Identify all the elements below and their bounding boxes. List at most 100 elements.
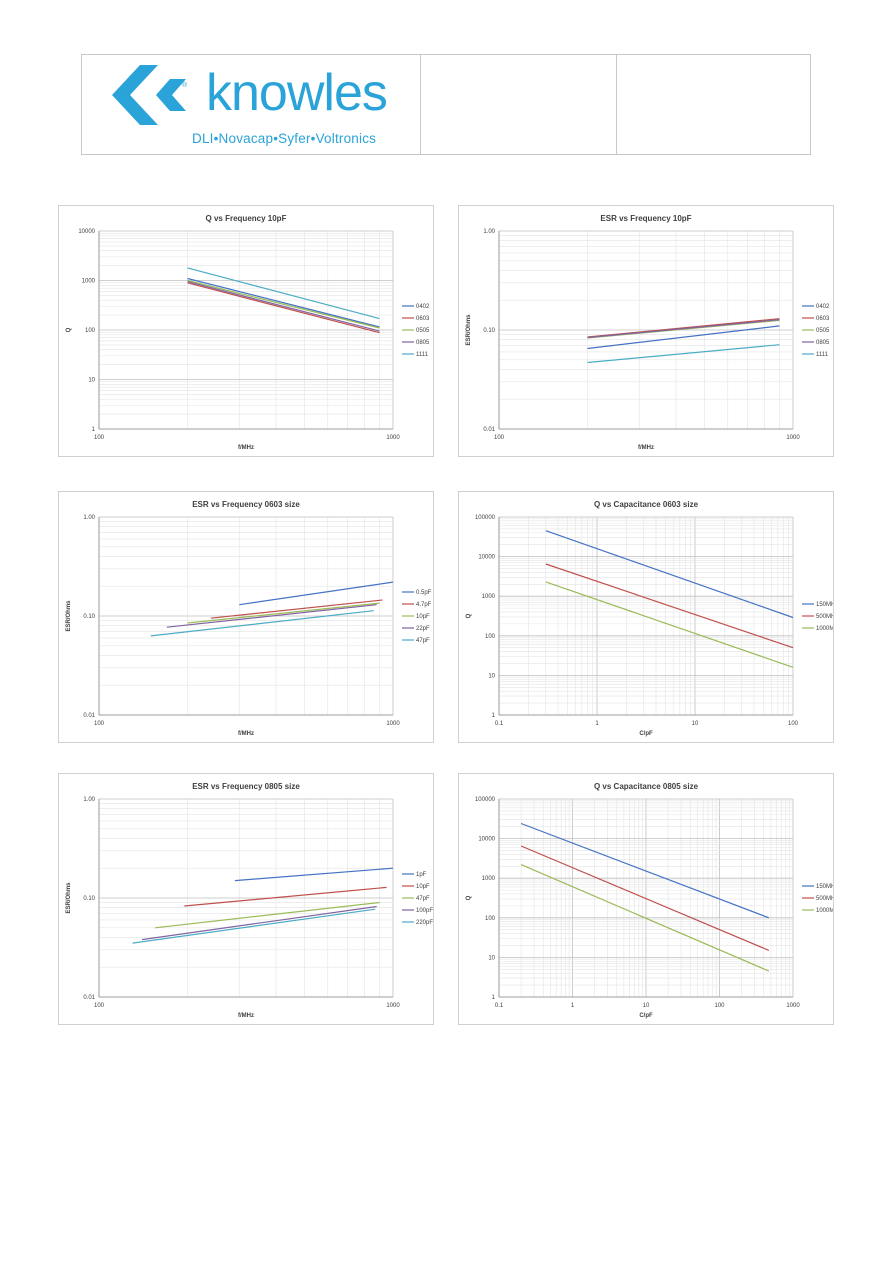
legend-label: 500MHz	[816, 896, 833, 902]
registered-mark: ®	[182, 82, 188, 89]
chart-title: Q vs Capacitance 0805 size	[594, 782, 699, 791]
chart-title: ESR vs Frequency 10pF	[600, 214, 691, 223]
y-tick-label: 1000	[482, 876, 496, 882]
y-axis-label: ESR/Ohms	[466, 314, 472, 346]
series-line-10pf	[187, 602, 380, 624]
y-tick-label: 1	[492, 995, 496, 1001]
series-line-47pf	[150, 610, 374, 637]
series-line-0-5pf	[239, 581, 394, 606]
brand-tagline: DLI•Novacap•Syfer•Voltronics	[192, 131, 377, 146]
legend-label: 0402	[816, 304, 830, 310]
legend-label: 1000MHz	[816, 626, 833, 632]
y-tick-label: 100	[485, 916, 496, 922]
series-line-0402	[187, 277, 380, 328]
x-tick-label: 1000	[386, 435, 400, 441]
legend-label: 47pF	[416, 896, 430, 902]
legend-label: 22pF	[416, 626, 430, 632]
chart-esr-vs-frequency-0603: ESR vs Frequency 0603 size 100 1000 0.01 0.1…	[58, 491, 434, 743]
legend-label: 0603	[416, 316, 430, 322]
chart-svg: Q vs Frequency 10pF 100 1000 1 10 100 1000 1000…	[66, 214, 430, 451]
y-axis-label: ESR/Ohms	[66, 600, 72, 632]
x-tick-label: 1000	[386, 1003, 400, 1009]
header-empty-cell	[617, 55, 810, 154]
series-line-0402	[587, 325, 780, 350]
x-tick-label: 0.1	[495, 1003, 504, 1009]
x-axis-label: f/MHz	[638, 445, 654, 451]
chart-svg: ESR vs Frequency 0603 size 100 1000 0.01 0.1…	[66, 500, 432, 737]
legend-label: 10pF	[416, 884, 430, 890]
knowles-logo-icon	[112, 65, 186, 125]
series-line-100pf	[141, 905, 377, 941]
logo-cell: ® knowles DLI•Novacap•Syfer•Voltronics	[82, 55, 421, 154]
x-tick-label: 0.1	[495, 721, 504, 727]
series-line-150mhz	[520, 822, 770, 919]
chart-title: ESR vs Frequency 0805 size	[192, 782, 300, 791]
y-tick-label: 10000	[478, 837, 495, 843]
legend-label: 1000MHz	[816, 908, 833, 914]
y-tick-label: 0.10	[83, 896, 95, 902]
y-tick-label: 10	[88, 378, 95, 384]
y-tick-label: 0.01	[483, 427, 495, 433]
series-line-1pf	[234, 867, 394, 882]
series-line-150mhz	[545, 530, 794, 619]
legend-label: 1111	[416, 352, 429, 358]
x-axis-label: C/pF	[639, 1013, 653, 1019]
chart-title: Q vs Capacitance 0603 size	[594, 500, 699, 509]
chart-q-vs-capacitance-0603: Q vs Capacitance 0603 size 0.1 1 10 100 1 10 10…	[458, 491, 834, 743]
gridlines	[98, 516, 394, 716]
legend-label: 0402	[416, 304, 430, 310]
gridlines	[98, 230, 394, 430]
legend-label: 1pF	[416, 872, 427, 878]
x-tick-label: 100	[714, 1003, 725, 1009]
x-tick-label: 100	[94, 721, 105, 727]
legend-label: 10pF	[416, 614, 430, 620]
x-tick-label: 10	[692, 721, 699, 727]
chart-svg: ESR vs Frequency 0805 size 100 1000 0.01 0.1…	[66, 782, 433, 1019]
y-tick-label: 10	[488, 955, 495, 961]
series-line-0805	[187, 281, 380, 332]
y-tick-label: 10000	[478, 555, 495, 561]
chart-esr-vs-frequency-0805: ESR vs Frequency 0805 size 100 1000 0.01 0.1…	[58, 773, 434, 1025]
y-tick-label: 1000	[482, 594, 496, 600]
legend-label: 220pF	[416, 920, 433, 926]
y-tick-label: 0.01	[83, 995, 95, 1001]
x-tick-label: 1	[571, 1003, 575, 1009]
legend-label: 47pF	[416, 638, 430, 644]
x-axis-label: f/MHz	[238, 731, 254, 737]
y-tick-label: 100	[485, 634, 496, 640]
y-tick-label: 100000	[475, 797, 496, 803]
chart-q-vs-capacitance-0805: Q vs Capacitance 0805 size 0.1 1 10 100 1000 1…	[458, 773, 834, 1025]
legend-label: 100pF	[416, 908, 433, 914]
chart-svg: ESR vs Frequency 10pF 100 1000 0.01 0.10 1.00…	[466, 214, 830, 451]
x-tick-label: 1000	[786, 1003, 800, 1009]
series-line-4-7pf	[210, 599, 383, 619]
x-axis-label: f/MHz	[238, 1013, 254, 1019]
x-tick-label: 100	[94, 435, 105, 441]
x-axis-label: C/pF	[639, 731, 653, 737]
y-tick-label: 1.00	[83, 515, 95, 521]
chart-title: ESR vs Frequency 0603 size	[192, 500, 300, 509]
y-tick-label: 1.00	[83, 797, 95, 803]
series-line-0505	[187, 279, 380, 329]
x-tick-label: 100	[788, 721, 799, 727]
x-axis-label: f/MHz	[238, 445, 254, 451]
x-tick-label: 100	[494, 435, 505, 441]
y-tick-label: 100000	[475, 515, 496, 521]
series-line-0603	[187, 282, 380, 334]
legend-label: 1111	[816, 352, 829, 358]
brand-name: knowles	[206, 64, 388, 122]
x-tick-label: 1000	[786, 435, 800, 441]
legend-label: 4.7pF	[416, 602, 432, 608]
series-line-1111	[187, 267, 380, 320]
series-line-500mhz	[520, 845, 770, 951]
legend-label: 0805	[816, 340, 830, 346]
x-tick-label: 100	[94, 1003, 105, 1009]
chart-svg: Q vs Capacitance 0805 size 0.1 1 10 100 1000 1…	[466, 782, 833, 1019]
x-tick-label: 10	[643, 1003, 650, 1009]
series-line-1000mhz	[520, 864, 770, 972]
series-line-10pf	[184, 886, 387, 907]
chart-title: Q vs Frequency 10pF	[206, 214, 287, 223]
y-tick-label: 1	[92, 427, 96, 433]
y-tick-label: 0.10	[83, 614, 95, 620]
y-axis-label: Q	[466, 613, 472, 618]
